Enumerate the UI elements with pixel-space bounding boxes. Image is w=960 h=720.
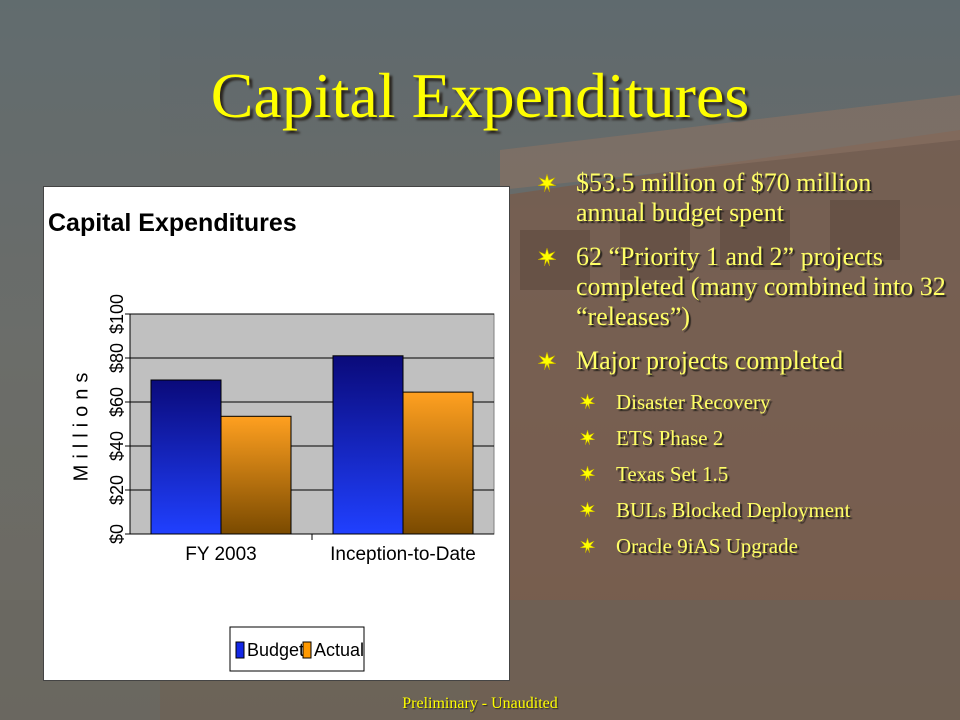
slide-title: Capital Expenditures — [210, 60, 750, 131]
legend-label-actual: Actual — [314, 640, 364, 660]
starburst-bullet-icon — [580, 538, 595, 553]
starburst-bullet-icon — [580, 430, 595, 445]
sub-bullet-text: BULs Blocked Deployment — [616, 498, 851, 522]
bullet-item: $53.5 million of $70 million annual budg… — [536, 168, 946, 228]
y-tick-label: $60 — [107, 387, 127, 417]
sub-bullet-item: Texas Set 1.5 — [576, 462, 946, 486]
sub-bullet-text: ETS Phase 2 — [616, 426, 724, 450]
starburst-bullet-icon — [580, 502, 595, 517]
bullet-item: 62 “Priority 1 and 2” projects completed… — [536, 242, 946, 332]
y-tick-label: $80 — [107, 343, 127, 373]
bar-actual — [402, 391, 474, 535]
legend — [229, 626, 365, 672]
sub-bullet-item: Oracle 9iAS Upgrade — [576, 534, 946, 558]
x-tick-label: FY 2003 — [185, 544, 256, 565]
y-tick-label: $20 — [107, 475, 127, 505]
legend-swatch-budget — [235, 641, 245, 659]
chart-panel: Capital Expenditures $0 $20 $40 $60 $80 $100 Mi… — [43, 186, 510, 681]
starburst-bullet-icon — [580, 394, 595, 409]
y-tick-label: $100 — [107, 294, 127, 334]
sub-bullet-text: Disaster Recovery — [616, 390, 771, 414]
starburst-bullet-icon — [538, 248, 556, 266]
starburst-bullet-icon — [580, 466, 595, 481]
sub-bullet-text: Texas Set 1.5 — [616, 462, 729, 486]
sub-bullet-text: Oracle 9iAS Upgrade — [616, 534, 798, 558]
starburst-bullet-icon — [538, 174, 556, 192]
bar-budget — [332, 355, 404, 535]
bar-actual — [220, 415, 292, 535]
legend-swatch-actual — [302, 641, 312, 659]
bar-budget — [150, 379, 222, 535]
y-axis-label: Millions — [70, 367, 92, 482]
bullet-text: 62 “Priority 1 and 2” projects completed… — [576, 242, 946, 331]
starburst-bullet-icon — [538, 352, 556, 370]
bullet-text: Major projects completed — [576, 346, 844, 375]
x-tick-label: Inception-to-Date — [330, 544, 476, 565]
bullet-list: $53.5 million of $70 million annual budg… — [536, 168, 946, 570]
sub-bullet-item: ETS Phase 2 — [576, 426, 946, 450]
sub-bullet-item: BULs Blocked Deployment — [576, 498, 946, 522]
sub-bullet-item: Disaster Recovery — [576, 390, 946, 414]
legend-label-budget: Budget — [247, 640, 304, 660]
chart-title: Capital Expenditures — [48, 209, 297, 237]
y-tick-label: $40 — [107, 431, 127, 461]
bar-chart: Capital Expenditures $0 $20 $40 $60 $80 $100 Mi… — [48, 209, 495, 672]
footer-note: Preliminary - Unaudited — [402, 695, 558, 712]
bullet-text: $53.5 million of $70 million annual budg… — [576, 168, 872, 227]
y-tick-label: $0 — [107, 524, 127, 544]
bullet-item: Major projects completed — [536, 346, 946, 376]
